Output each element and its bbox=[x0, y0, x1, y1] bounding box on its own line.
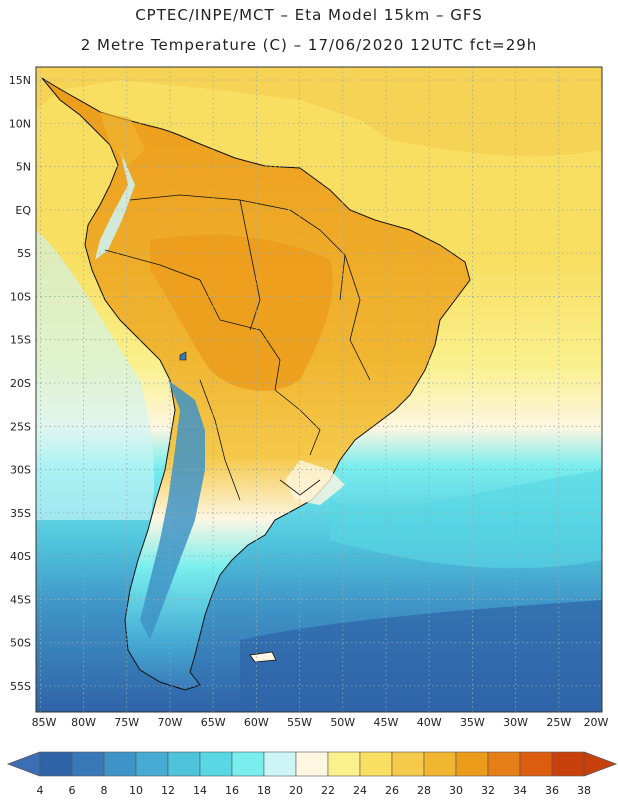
colorbar-cell bbox=[455, 751, 489, 777]
border-bolivia bbox=[219, 319, 281, 391]
border-peru bbox=[104, 249, 221, 321]
colorbar-cell bbox=[295, 751, 329, 777]
colorbar-label: 36 bbox=[545, 784, 559, 797]
longitude-label: 55W bbox=[287, 716, 312, 729]
latitude-label: 50S bbox=[10, 637, 31, 650]
latitude-label: 35S bbox=[10, 507, 31, 520]
colorbar-cell bbox=[359, 751, 393, 777]
andes-cold-south bbox=[140, 380, 205, 640]
map-title-line1: CPTEC/INPE/MCT – Eta Model 15km – GFS bbox=[135, 6, 483, 24]
andes-cool-north bbox=[95, 150, 135, 260]
map-title-line2: 2 Metre Temperature (C) – 17/06/2020 12U… bbox=[80, 36, 538, 54]
colorbar-cell bbox=[103, 751, 137, 777]
colorbar-label: 20 bbox=[289, 784, 303, 797]
colorbar-label: 16 bbox=[225, 784, 239, 797]
pacific-cool-coast bbox=[36, 230, 155, 520]
latitude-label: 40S bbox=[10, 550, 31, 563]
hot-interior-region bbox=[150, 235, 333, 391]
longitude-label: 25W bbox=[546, 716, 571, 729]
colorbar-label: 26 bbox=[385, 784, 399, 797]
colorbar-label: 10 bbox=[129, 784, 143, 797]
colorbar-cell bbox=[487, 751, 521, 777]
colorbar-cell bbox=[327, 751, 361, 777]
border-argentina-chile bbox=[199, 379, 241, 501]
colorbar-cell bbox=[71, 751, 105, 777]
longitude-label: 30W bbox=[503, 716, 528, 729]
latitude-label: 20S bbox=[10, 377, 31, 390]
colorbar-label: 38 bbox=[577, 784, 591, 797]
colorbar-cell bbox=[551, 751, 585, 777]
longitude-label: 85W bbox=[32, 716, 57, 729]
colorbar-cell bbox=[135, 751, 169, 777]
latitude-label: 30S bbox=[10, 464, 31, 477]
longitude-label: 45W bbox=[374, 716, 399, 729]
colorbar-label: 4 bbox=[37, 784, 44, 797]
colorbar-cell bbox=[167, 751, 201, 777]
longitude-label: 40W bbox=[417, 716, 442, 729]
latitude-label: 5N bbox=[16, 161, 31, 174]
colorbar-cell bbox=[39, 751, 73, 777]
falkland-islands bbox=[249, 651, 277, 663]
colorbar-label: 24 bbox=[353, 784, 367, 797]
latitude-label: 5S bbox=[17, 247, 31, 260]
colorbar-cell bbox=[391, 751, 425, 777]
latitude-label: 55S bbox=[10, 680, 31, 693]
colorbar-low-arrow bbox=[6, 751, 41, 777]
border-north-amazon bbox=[129, 194, 291, 211]
latitude-label: 10N bbox=[9, 117, 31, 130]
caribbean-coast-warm bbox=[100, 112, 145, 165]
colorbar-label: 30 bbox=[449, 784, 463, 797]
longitude-label: 80W bbox=[71, 716, 96, 729]
lake-titicaca bbox=[179, 351, 187, 361]
tropical-warm-band bbox=[36, 67, 602, 157]
colorbar-label: 22 bbox=[321, 784, 335, 797]
colorbar-label: 8 bbox=[101, 784, 108, 797]
map-area bbox=[36, 67, 602, 712]
border-guianas bbox=[289, 209, 346, 301]
colorbar-cell bbox=[423, 751, 457, 777]
longitude-label: 65W bbox=[201, 716, 226, 729]
border-paraguay bbox=[274, 389, 321, 456]
country-borders bbox=[104, 194, 371, 501]
map-frame bbox=[35, 66, 603, 713]
atlantic-cool-band bbox=[330, 470, 602, 569]
colorbar-cell bbox=[263, 751, 297, 777]
latitude-label: 10S bbox=[10, 290, 31, 303]
colorbar-cell bbox=[519, 751, 553, 777]
longitude-label: 70W bbox=[158, 716, 183, 729]
longitude-label: 35W bbox=[460, 716, 485, 729]
longitude-labels: 85W 80W 75W 70W 65W 60W 55W 50W 45W 40W 35W 30W 25W 2… bbox=[32, 716, 609, 729]
colorbar-cell bbox=[231, 751, 265, 777]
latitude-labels: 15N 10N 5N EQ 5S 10S 15S 20S 25S 30S 35S 40S 45S 50S 5… bbox=[9, 74, 32, 693]
latitude-label: 15S bbox=[10, 334, 31, 347]
colorbar-label: 34 bbox=[513, 784, 527, 797]
colorbar: 4 6 8 10 12 14 16 18 20 22 24 26 28 30 32 34 36 38 bbox=[6, 751, 618, 797]
longitude-label: 75W bbox=[114, 716, 139, 729]
longitude-label: 20W bbox=[584, 716, 609, 729]
latitude-label: 25S bbox=[10, 420, 31, 433]
border-uruguay bbox=[279, 479, 321, 496]
southern-brazil-mild bbox=[285, 460, 345, 505]
colorbar-label: 32 bbox=[481, 784, 495, 797]
colorbar-high-arrow bbox=[583, 751, 618, 777]
longitude-label: 50W bbox=[330, 716, 355, 729]
colorbar-label: 6 bbox=[69, 784, 76, 797]
border-western-brazil bbox=[239, 199, 261, 331]
colorbar-label: 28 bbox=[417, 784, 431, 797]
southern-cold-band bbox=[240, 600, 602, 712]
longitude-label: 60W bbox=[244, 716, 269, 729]
latitude-label: 45S bbox=[10, 593, 31, 606]
border-brazil-states bbox=[344, 254, 371, 381]
colorbar-label: 18 bbox=[257, 784, 271, 797]
latitude-label: 15N bbox=[9, 74, 31, 87]
colorbar-label: 12 bbox=[161, 784, 175, 797]
colorbar-label: 14 bbox=[193, 784, 207, 797]
colorbar-cell bbox=[199, 751, 233, 777]
latitude-label: EQ bbox=[15, 204, 31, 217]
